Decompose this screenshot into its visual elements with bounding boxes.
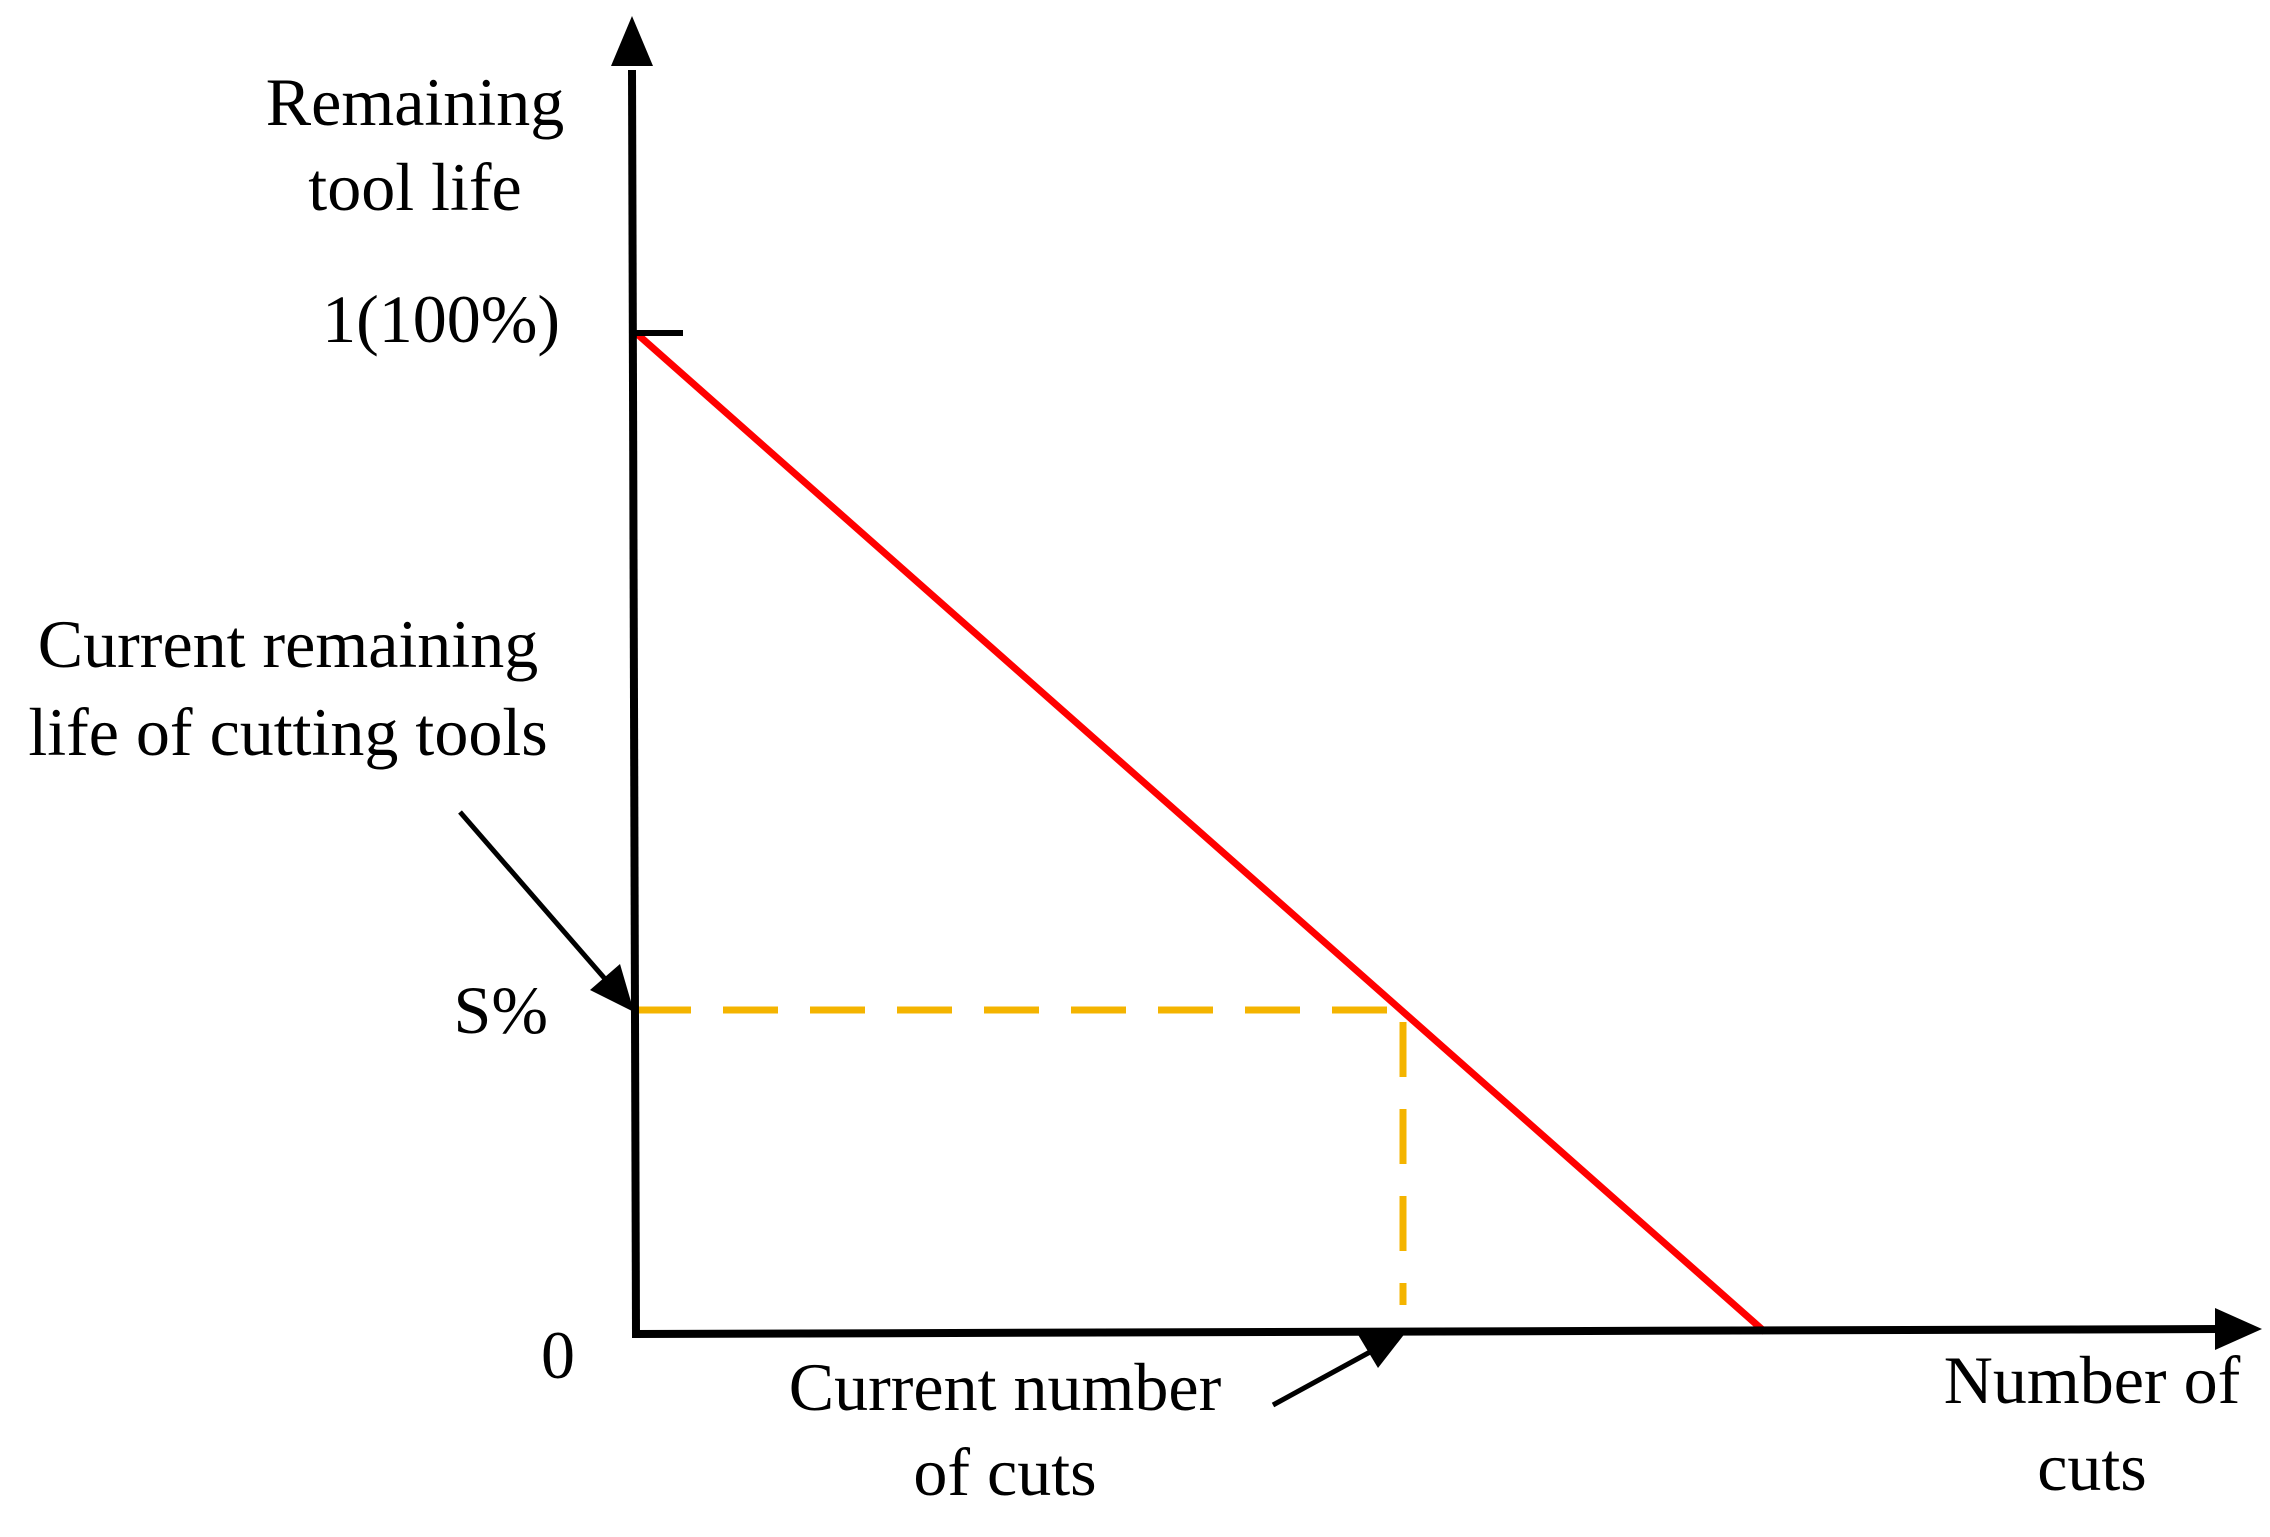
x-axis-arrowhead	[2215, 1308, 2262, 1350]
cuts-pointer-line	[1271, 1349, 1372, 1408]
current-cuts-label-line-2: of cuts	[913, 1434, 1096, 1510]
y-axis-arrowhead	[611, 16, 653, 66]
origin-label: 0	[541, 1317, 575, 1393]
x-axis-title-line-1: Number of	[1944, 1342, 2241, 1418]
remaining-life-pointer-arrowhead	[590, 964, 634, 1012]
cuts-pointer-arrowhead	[1357, 1332, 1406, 1368]
y-axis	[628, 69, 640, 1335]
x-axis-title-line-2: cuts	[2037, 1429, 2147, 1505]
y-tick-label-s: S%	[454, 972, 548, 1048]
y-axis-title-line-2: tool life	[308, 149, 521, 225]
y-tick-label-100: 1(100%)	[322, 281, 560, 357]
tool-life-line	[633, 330, 1768, 1335]
current-cuts-label-line-1: Current number	[789, 1349, 1222, 1425]
remaining-life-label-line-2: life of cutting tools	[28, 694, 547, 770]
remaining-life-label-line-1: Current remaining	[38, 606, 538, 682]
x-axis	[631, 1325, 2221, 1338]
y-axis-title-line-1: Remaining	[266, 64, 564, 140]
remaining-life-pointer-line	[458, 810, 608, 982]
